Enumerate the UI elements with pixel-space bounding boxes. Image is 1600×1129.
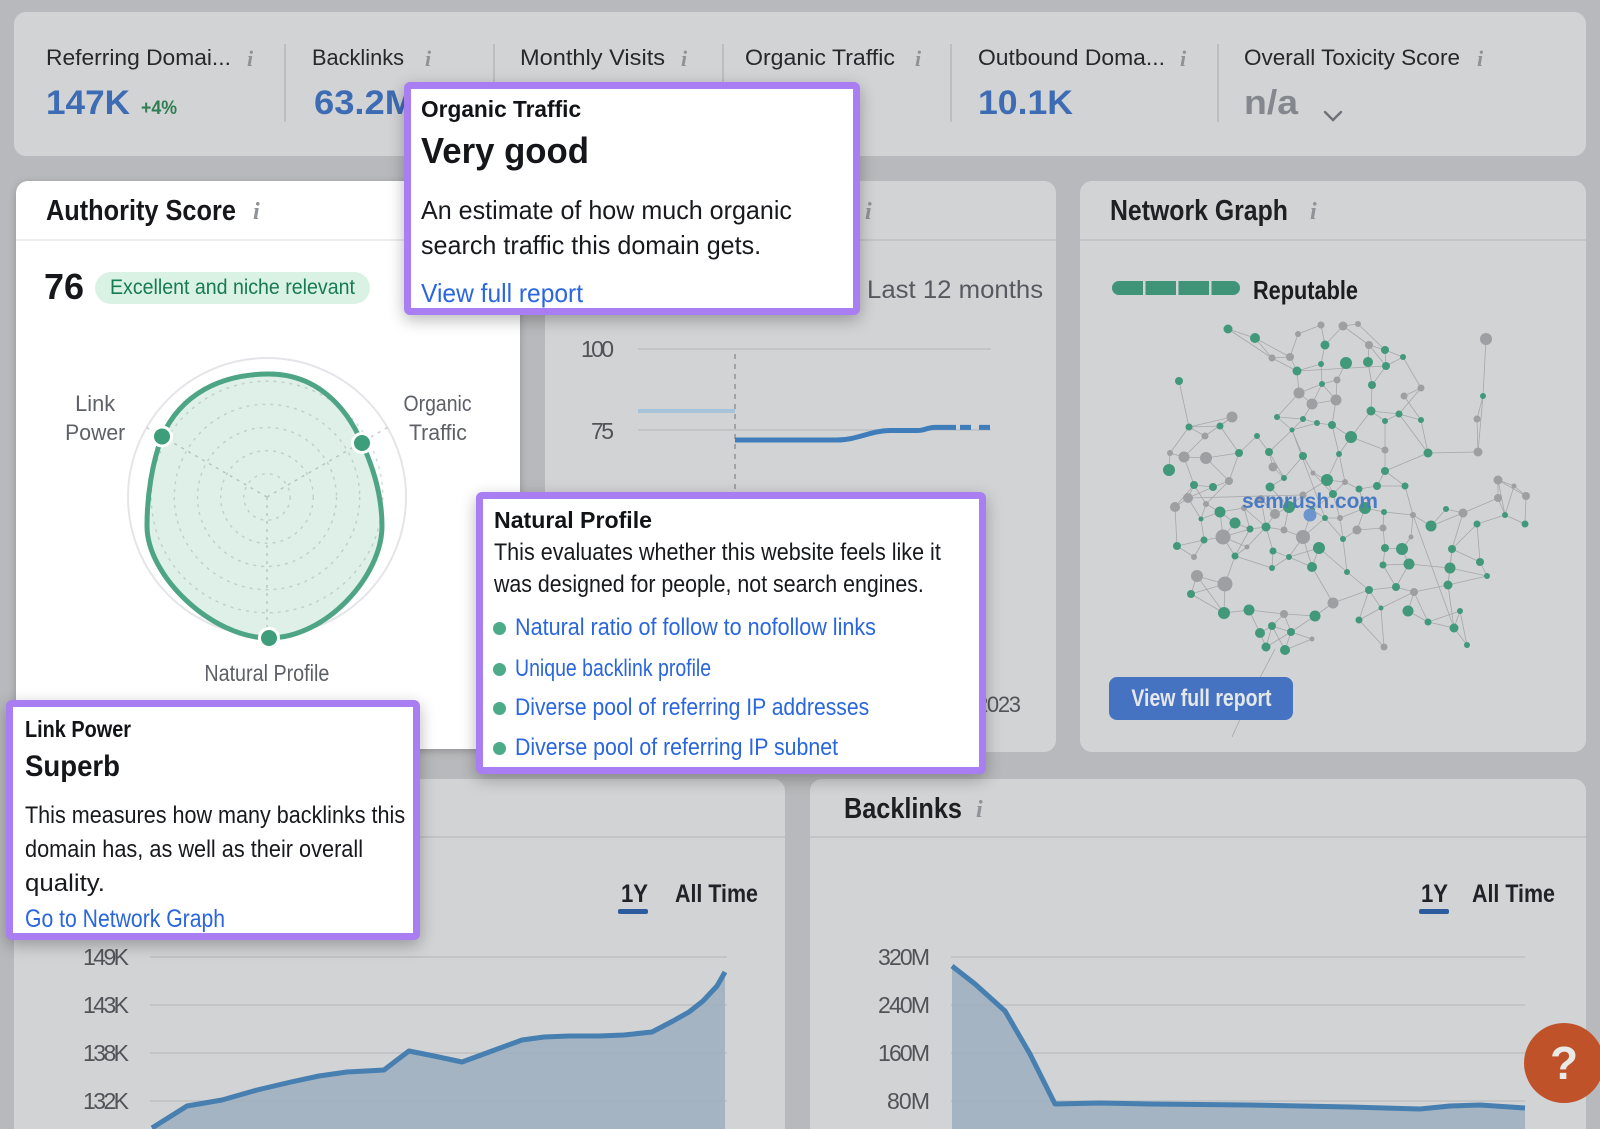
svg-text:75: 75 (591, 418, 614, 444)
svg-text:80M: 80M (887, 1088, 930, 1114)
svg-text:160M: 160M (878, 1040, 930, 1066)
svg-text:149K: 149K (83, 944, 130, 970)
svg-text:138K: 138K (83, 1040, 130, 1066)
svg-text:132K: 132K (83, 1088, 130, 1114)
svg-text:320M: 320M (878, 944, 930, 970)
svg-text:100: 100 (581, 336, 614, 362)
svg-text:143K: 143K (83, 992, 130, 1018)
svg-text:240M: 240M (878, 992, 930, 1018)
